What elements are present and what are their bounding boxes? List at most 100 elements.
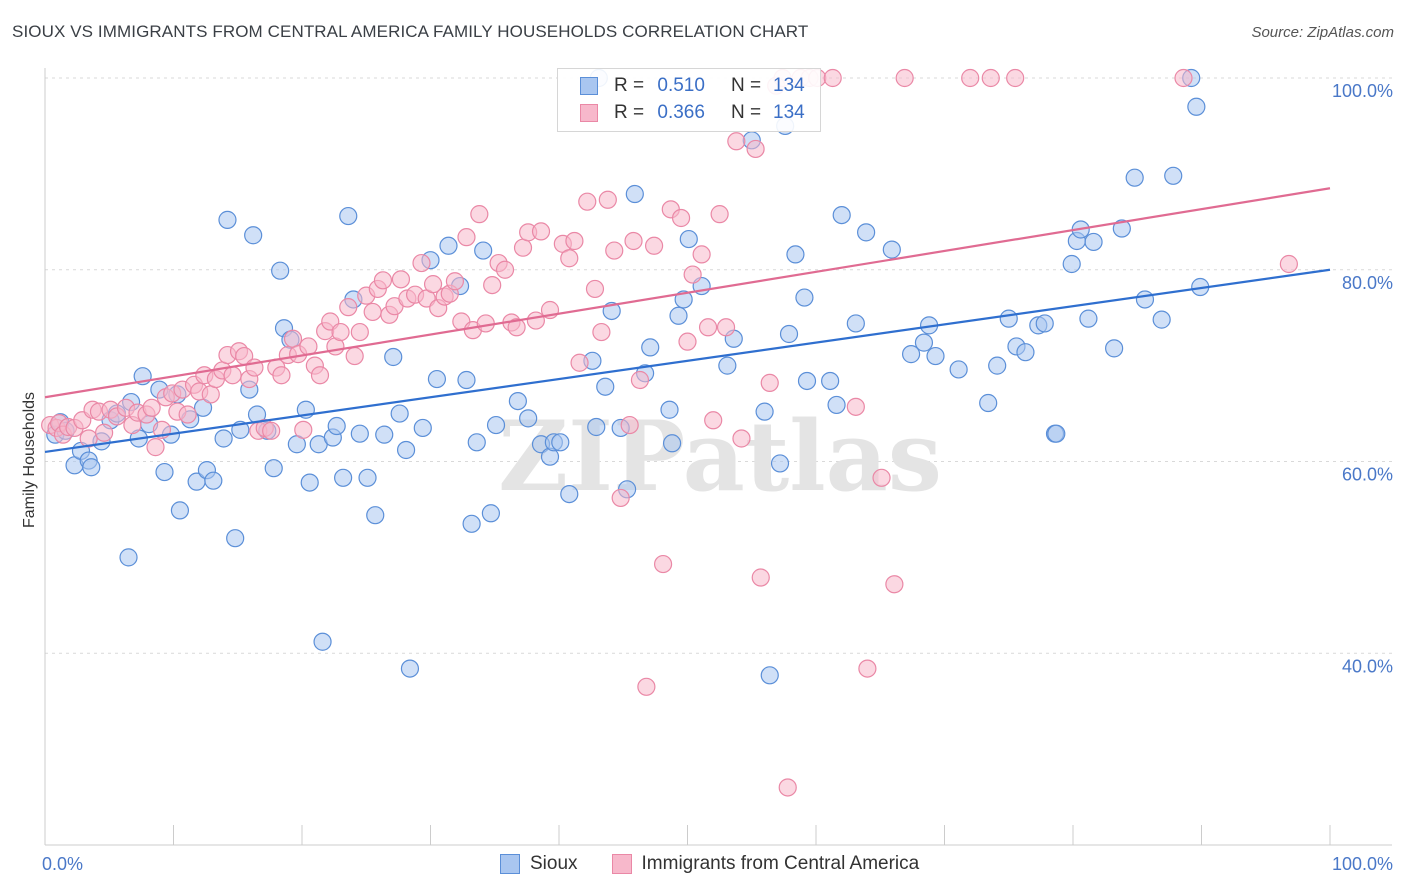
point-central-america [531,222,551,241]
series-label-sioux: Sioux [530,853,578,874]
point-central-america [585,279,605,299]
point-central-america [653,554,673,574]
legend-n-label: N = [730,102,762,123]
trend-line-central-america [44,187,1331,399]
point-sioux [427,369,447,389]
point-sioux [358,468,377,487]
point-central-america [283,329,303,348]
point-central-america [698,318,718,337]
point-sioux [214,429,233,448]
point-sioux [334,468,353,487]
point-sioux [827,395,846,415]
point-central-america [391,270,411,289]
legend-swatch-central-america [580,104,598,122]
legend-r-label: R = [614,102,645,123]
point-central-america [678,332,697,351]
point-sioux [882,240,901,259]
point-sioux [786,245,805,264]
point-central-america [363,302,382,322]
point-sioux [400,659,420,678]
series-legend-sioux[interactable]: Sioux [500,853,578,875]
point-sioux [313,632,332,651]
point-central-america [637,677,656,696]
point-sioux [413,418,432,438]
point-central-america [350,322,369,342]
point-sioux [457,370,476,390]
point-central-america [201,385,220,404]
point-central-america [560,249,579,268]
point-sioux [439,236,458,255]
point-sioux [1105,339,1124,358]
series-swatch-central-america [611,854,632,874]
point-sioux [339,206,358,226]
point-central-america [683,265,702,284]
point-sioux [462,514,481,533]
point-central-america [476,314,495,333]
point-sioux [1084,232,1103,252]
point-sioux [797,371,817,391]
point-central-america [470,205,489,224]
chart-source: Source: ZipAtlas.com [1251,24,1394,41]
point-sioux [271,261,290,280]
stats-legend: R = 0.510 N = 134 R = 0.366 N = 134 [557,68,821,132]
point-sioux [779,324,799,344]
labels-layer: 40.0% 60.0% 80.0% 100.0% 0.0% 100.0% Family Ho… [21,81,1393,874]
point-central-america [760,373,779,392]
point-central-america [624,231,643,251]
point-sioux [1016,343,1035,362]
point-central-america [373,271,393,290]
point-central-america [445,272,465,291]
point-sioux [949,360,968,379]
point-central-america [858,659,877,678]
point-central-america [513,238,533,257]
legend-swatch-sioux [580,77,598,95]
point-sioux [384,347,403,367]
point-sioux [755,402,774,421]
point-sioux [1062,254,1081,274]
point-central-america [846,397,865,416]
point-sioux [350,424,369,443]
point-central-america [178,405,197,424]
legend-row-central-america: R = 0.366 N = 134 [580,101,805,125]
point-central-america [95,423,114,442]
y-tick-label: 100.0% [1332,81,1393,101]
point-central-america [630,370,650,390]
point-sioux [82,458,101,477]
point-sioux [1079,309,1098,328]
point-sioux [244,226,263,245]
point-central-america [592,322,611,342]
point-sioux [662,434,682,453]
point-sioux [226,529,245,548]
point-sioux [170,501,190,520]
point-central-america [823,68,842,88]
point-sioux [832,206,851,225]
legend-r-value: 0.510 [657,75,705,96]
point-sioux [679,229,698,249]
point-sioux [846,314,865,333]
series-legend-central-america[interactable]: Immigrants from Central America [611,853,919,875]
point-central-america [751,568,770,587]
point-sioux [204,471,223,490]
axes-layer [44,68,1392,846]
point-sioux [366,506,385,525]
point-sioux [1047,424,1066,443]
point-central-america [423,275,443,294]
point-central-america [1279,254,1298,274]
point-sioux [901,345,921,364]
y-tick-label: 80.0% [1342,273,1393,293]
y-axis-label: Family Households [21,392,38,528]
legend-n-label: N = [730,75,762,96]
point-central-america [223,366,242,385]
point-sioux [1152,310,1171,329]
x-tick-label-min: 0.0% [42,854,83,874]
legend-r-label: R = [614,75,645,96]
point-sioux [155,462,174,482]
point-central-america [746,139,765,159]
point-central-america [727,132,746,151]
point-central-america [611,488,630,508]
point-sioux [396,440,416,460]
point-central-america [692,245,711,264]
point-sioux [625,184,644,204]
point-central-america [961,68,980,88]
trend-layer [44,187,1331,454]
